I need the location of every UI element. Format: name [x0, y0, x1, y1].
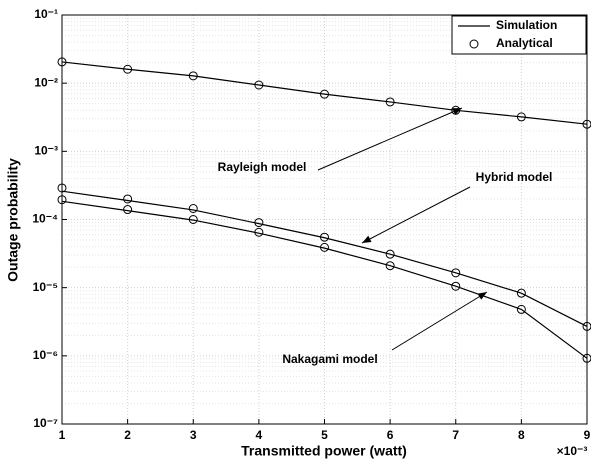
analytical-marker: [320, 232, 329, 242]
x-axis-label: Transmitted power (watt): [241, 443, 407, 459]
simulation-line: [61, 190, 588, 327]
y-tick-label: 10⁻⁵: [33, 280, 58, 294]
analytical-marker: [57, 183, 67, 193]
legend-marker: [469, 39, 479, 49]
x-tick-label: 6: [387, 428, 394, 442]
annotation-arrow: [391, 291, 488, 351]
analytical-marker: [582, 119, 591, 129]
analytical-marker: [385, 249, 395, 259]
plot-border: [61, 14, 588, 425]
analytical-marker: [582, 353, 591, 363]
annotation: Nakagami model: [282, 352, 377, 366]
analytical-marker: [254, 80, 264, 90]
analytical-marker: [188, 215, 198, 224]
x-tick-label: 9: [584, 428, 591, 442]
analytical-marker: [451, 281, 461, 291]
y-tick-label: 10⁻⁶: [33, 348, 58, 362]
annotation-arrow: [317, 107, 463, 171]
y-axis-label: Outage probability: [5, 158, 21, 282]
x-tick-label: 5: [321, 428, 328, 442]
analytical-marker: [451, 268, 461, 278]
y-tick-label: 10⁻⁷: [33, 416, 58, 430]
analytical-marker: [516, 112, 526, 122]
analytical-marker: [188, 204, 198, 214]
analytical-marker: [188, 71, 198, 81]
x-tick-label: 8: [518, 428, 525, 442]
legend-label: Analytical: [496, 36, 553, 50]
x-tick-label: 1: [59, 428, 66, 442]
analytical-marker: [320, 89, 329, 99]
y-tick-label: 10⁻⁴: [32, 212, 58, 226]
analytical-marker: [516, 304, 526, 314]
analytical-marker: [254, 227, 264, 237]
analytical-marker: [123, 64, 133, 74]
analytical-marker: [582, 321, 591, 331]
x-tick-label: 7: [452, 428, 459, 442]
analytical-marker: [385, 261, 395, 271]
analytical-marker: [516, 288, 526, 298]
legend-label: Simulation: [496, 18, 557, 32]
y-tick-label: 10⁻²: [34, 75, 58, 89]
analytical-marker: [57, 57, 67, 67]
annotation-arrow: [361, 186, 471, 244]
x-tick-label: 4: [256, 428, 263, 442]
analytical-marker: [57, 195, 67, 205]
x-multiplier: ×10⁻³: [557, 444, 588, 458]
analytical-marker: [254, 218, 264, 228]
y-tick-label: 10⁻³: [34, 144, 58, 158]
analytical-marker: [123, 194, 133, 204]
simulation-line: [61, 61, 588, 125]
x-tick-label: 2: [124, 428, 131, 442]
x-tick-label: 3: [190, 428, 197, 442]
annotation: Hybrid model: [476, 170, 553, 184]
analytical-marker: [385, 97, 395, 107]
analytical-marker: [320, 242, 329, 252]
analytical-marker: [123, 205, 133, 215]
annotation: Rayleigh model: [218, 160, 307, 174]
y-tick-label: 10⁻¹: [34, 7, 58, 21]
simulation-line: [61, 200, 588, 359]
